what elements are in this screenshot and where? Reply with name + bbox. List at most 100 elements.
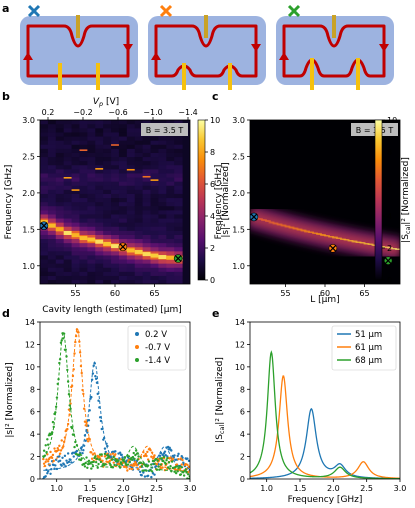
b-cell [126,197,136,203]
b-cell [111,279,120,284]
d-point [166,456,169,460]
b-cell [40,210,49,215]
b-cell [158,185,167,190]
b-cell [63,238,73,244]
b-cell [166,271,175,276]
b-cell [174,210,183,215]
b-cell [142,160,152,166]
b-cell [158,267,167,272]
b-peak [71,233,80,238]
b-cell [111,201,120,207]
b-cell [134,136,144,141]
d-point [42,449,46,452]
b-cell [40,246,49,252]
cbar-tick-label: 10 [210,116,220,125]
b-cell [150,140,159,145]
d-point [84,424,87,427]
b-cell [118,263,128,268]
d-point [90,395,93,399]
device-schematic-2 [148,15,266,90]
b-cell [55,136,65,141]
b-cell [111,136,120,141]
b-cell [174,156,183,162]
b-cell [79,246,88,252]
d-point [86,466,89,469]
panel-a-schematic [20,4,394,90]
d-point [152,459,155,463]
e-xtick-label: 3.0 [394,484,407,493]
b-cell [166,210,175,215]
b-cell [63,222,73,227]
b-cell [166,181,175,186]
b-cell [166,160,175,166]
b-cell [87,123,96,129]
e-xtick-label: 2.5 [360,484,373,493]
d-point [50,456,54,460]
b-cell [71,259,80,264]
b-cell [55,148,65,153]
e-xtick-label: 1.0 [260,484,273,493]
b-cell [71,263,80,268]
b-cell [103,263,112,268]
cbar-tick-label: 8 [210,148,215,157]
b-cell [71,242,80,248]
b-cell [158,259,167,264]
b-cell [126,173,136,178]
b-cell [71,218,80,223]
e-xlabel: Frequency [GHz] [288,495,363,505]
e-legend-box [331,325,397,371]
b-cell [63,210,73,215]
b-cell [95,177,104,182]
b-cell [166,205,175,211]
device-schematic-3 [276,15,394,90]
b-cell [87,193,96,199]
d-point [150,475,153,479]
b-cell [150,144,159,149]
d-point [186,463,189,466]
b-ylabel: Frequency [GHz] [4,165,14,240]
d-point [151,472,155,475]
b-cell [126,210,136,215]
b-cell [158,246,167,252]
b-cell [47,144,57,149]
b-cell [40,128,49,133]
b-cell [118,271,128,276]
d-point [181,458,184,462]
b-cell [142,238,152,244]
b-cell [103,177,112,182]
cbar-tick-label: 2 [210,244,215,253]
b-cell [150,267,159,272]
b-cell [79,128,88,133]
b-cell [103,132,112,137]
b-cell [174,242,183,248]
b-cell [166,267,175,272]
b-cell [95,152,104,158]
d-point [128,460,131,464]
d-point [165,459,168,462]
b-cell [118,128,128,133]
b-cell [40,148,49,153]
b-cell [142,173,152,178]
b-peak [87,237,96,242]
b-cell [79,197,88,203]
b-cell [118,144,128,149]
b-cell [55,128,65,133]
b-cell [103,246,112,252]
d-point [85,456,88,459]
cbar-tick-label: 4 [387,212,392,221]
b-cell [95,251,104,256]
b-cell [95,263,104,268]
orange-x-icon [159,4,173,18]
panel-label-e: e [212,307,219,320]
b-cell [95,160,104,166]
b-cell [87,160,96,166]
b-cell [126,279,136,284]
b-cell [134,160,144,166]
b-cell [40,156,49,162]
b-cell [55,234,65,240]
b-cell [142,177,152,182]
b-cell [142,169,152,174]
d-point [163,450,167,453]
b-cell [142,267,152,272]
b-cell [111,259,120,264]
